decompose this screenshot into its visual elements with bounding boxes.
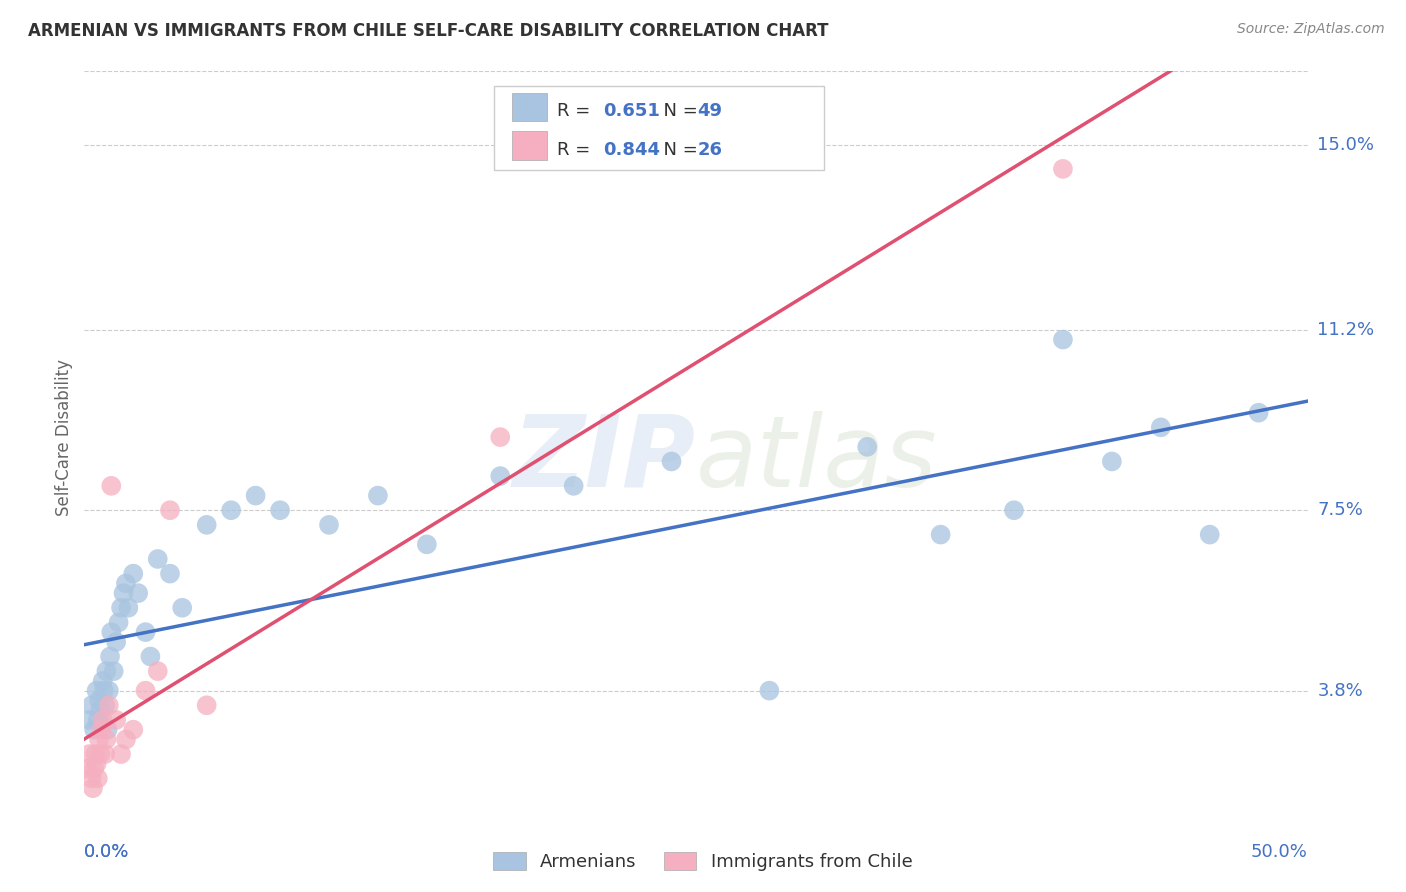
Point [195,517,218,532]
Point [86,683,108,698]
Point [269,503,291,517]
Point [1002,503,1025,517]
Point [94,698,117,713]
Point [127,586,149,600]
Point [97,698,120,713]
Point [245,489,267,503]
Point [96,664,118,678]
Point [1101,454,1123,468]
Point [122,723,145,737]
Point [90,718,112,732]
Point [139,649,162,664]
Point [83,723,105,737]
Text: 26: 26 [697,141,723,159]
Text: 0.844: 0.844 [603,141,659,159]
Point [90,723,112,737]
Point [86,756,108,771]
Text: 49: 49 [697,102,723,120]
Point [110,747,132,761]
Text: 3.8%: 3.8% [1317,681,1362,699]
Point [1150,420,1173,434]
Point [758,683,780,698]
Point [103,664,125,678]
Point [122,566,145,581]
Text: N =: N = [652,102,703,120]
Point [89,703,111,717]
Point [94,747,117,761]
Point [929,527,952,541]
Point [93,683,115,698]
Point [661,454,683,468]
Text: N =: N = [652,141,703,159]
Point [159,566,181,581]
Point [159,503,181,517]
Point [1247,406,1270,420]
Y-axis label: Self-Care Disability: Self-Care Disability [55,359,73,516]
Point [84,747,107,761]
Point [96,732,118,747]
Point [76,762,98,776]
Text: atlas: atlas [696,410,938,508]
Point [80,772,103,786]
Point [97,683,120,698]
Point [1198,527,1220,541]
Point [110,600,132,615]
Point [135,683,157,698]
Text: 15.0%: 15.0% [1317,136,1375,153]
Point [489,430,512,444]
Text: 7.5%: 7.5% [1317,501,1364,519]
Text: 0.0%: 0.0% [84,843,129,861]
Point [98,649,121,664]
Point [77,713,100,727]
Text: R =: R = [557,102,596,120]
Text: Source: ZipAtlas.com: Source: ZipAtlas.com [1237,22,1385,37]
Text: 50.0%: 50.0% [1251,843,1308,861]
Text: ZIP: ZIP [513,410,696,508]
Point [146,664,169,678]
Point [83,762,105,776]
Point [91,713,114,727]
Point [107,615,129,630]
Point [146,552,169,566]
FancyBboxPatch shape [513,131,547,160]
Point [135,625,157,640]
Point [367,489,389,503]
Point [219,503,242,517]
FancyBboxPatch shape [513,93,547,121]
Text: ARMENIAN VS IMMIGRANTS FROM CHILE SELF-CARE DISABILITY CORRELATION CHART: ARMENIAN VS IMMIGRANTS FROM CHILE SELF-C… [28,22,828,40]
Point [89,747,111,761]
Point [1052,161,1074,176]
Point [172,600,194,615]
Point [87,713,110,727]
Point [416,537,439,551]
Text: R =: R = [557,141,596,159]
Text: 11.2%: 11.2% [1317,321,1375,339]
Point [87,732,110,747]
Point [856,440,879,454]
Point [105,713,128,727]
Point [87,772,110,786]
Point [91,673,114,688]
Legend: Armenians, Immigrants from Chile: Armenians, Immigrants from Chile [486,845,920,879]
Text: 0.0%: 0.0% [84,843,129,861]
Point [97,723,120,737]
Point [115,576,138,591]
Text: 0.651: 0.651 [603,102,659,120]
FancyBboxPatch shape [494,86,824,170]
Point [117,600,139,615]
Point [100,625,122,640]
Point [195,698,218,713]
Point [115,732,138,747]
Point [489,469,512,483]
Point [100,479,122,493]
Point [1052,333,1074,347]
Point [105,635,128,649]
Point [82,781,104,796]
Point [77,747,100,761]
Point [87,693,110,707]
Point [318,517,340,532]
Point [80,698,103,713]
Point [562,479,585,493]
Point [112,586,135,600]
